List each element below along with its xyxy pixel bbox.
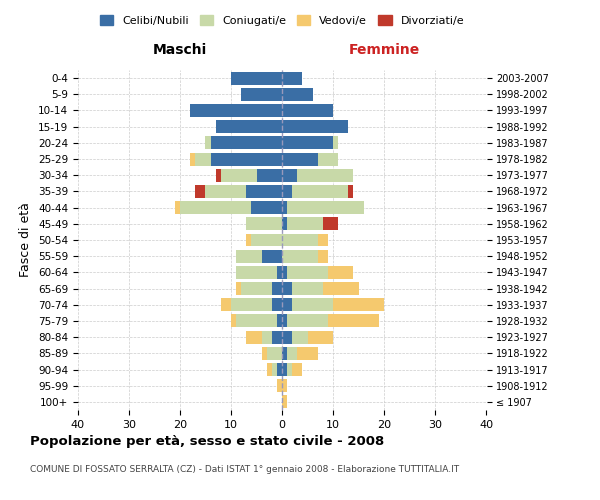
Bar [262, 330, 272, 344]
Bar [262, 347, 266, 360]
Bar [241, 88, 282, 101]
Bar [287, 201, 364, 214]
Bar [247, 330, 262, 344]
Bar [190, 152, 196, 166]
Bar [282, 88, 313, 101]
Bar [282, 314, 287, 328]
Bar [272, 298, 282, 311]
Bar [298, 347, 318, 360]
Bar [231, 314, 236, 328]
Bar [282, 250, 318, 262]
Bar [236, 250, 262, 262]
Bar [205, 185, 246, 198]
Bar [282, 298, 292, 311]
Bar [211, 136, 282, 149]
Bar [221, 169, 257, 181]
Bar [277, 363, 282, 376]
Bar [231, 72, 282, 85]
Bar [205, 136, 211, 149]
Bar [251, 234, 282, 246]
Bar [287, 314, 328, 328]
Bar [292, 298, 333, 311]
Bar [292, 363, 302, 376]
Y-axis label: Fasce di età: Fasce di età [19, 202, 32, 278]
Bar [292, 330, 308, 344]
Bar [257, 169, 282, 181]
Bar [272, 363, 277, 376]
Bar [282, 152, 318, 166]
Bar [282, 120, 348, 133]
Bar [272, 330, 282, 344]
Bar [282, 185, 292, 198]
Bar [221, 298, 231, 311]
Bar [287, 363, 292, 376]
Bar [241, 282, 272, 295]
Bar [323, 282, 359, 295]
Text: Popolazione per età, sesso e stato civile - 2008: Popolazione per età, sesso e stato civil… [30, 435, 384, 448]
Bar [231, 298, 272, 311]
Bar [318, 250, 328, 262]
Bar [287, 266, 328, 279]
Bar [282, 72, 302, 85]
Text: COMUNE DI FOSSATO SERRALTA (CZ) - Dati ISTAT 1° gennaio 2008 - Elaborazione TUTT: COMUNE DI FOSSATO SERRALTA (CZ) - Dati I… [30, 465, 459, 474]
Bar [328, 266, 353, 279]
Bar [318, 152, 338, 166]
Bar [282, 169, 298, 181]
Bar [180, 201, 251, 214]
Bar [236, 282, 241, 295]
Bar [287, 218, 323, 230]
Bar [292, 282, 323, 295]
Bar [282, 136, 333, 149]
Legend: Celibi/Nubili, Coniugati/e, Vedovi/e, Divorziati/e: Celibi/Nubili, Coniugati/e, Vedovi/e, Di… [95, 10, 469, 30]
Bar [282, 396, 287, 408]
Bar [277, 314, 282, 328]
Bar [236, 266, 277, 279]
Bar [328, 314, 379, 328]
Bar [318, 234, 328, 246]
Bar [323, 218, 338, 230]
Bar [282, 282, 292, 295]
Bar [175, 201, 180, 214]
Bar [272, 282, 282, 295]
Bar [246, 218, 282, 230]
Bar [308, 330, 333, 344]
Bar [277, 266, 282, 279]
Bar [282, 347, 287, 360]
Bar [262, 250, 282, 262]
Bar [236, 314, 277, 328]
Bar [282, 363, 287, 376]
Bar [348, 185, 353, 198]
Bar [251, 201, 282, 214]
Bar [282, 201, 287, 214]
Bar [266, 363, 272, 376]
Bar [211, 152, 282, 166]
Bar [282, 330, 292, 344]
Bar [246, 185, 282, 198]
Bar [277, 379, 282, 392]
Bar [195, 185, 205, 198]
Bar [190, 104, 282, 117]
Bar [216, 169, 221, 181]
Bar [282, 104, 333, 117]
Bar [333, 136, 338, 149]
Text: Maschi: Maschi [153, 43, 207, 57]
Bar [333, 298, 384, 311]
Bar [266, 347, 282, 360]
Bar [282, 266, 287, 279]
Bar [282, 218, 287, 230]
Bar [287, 347, 298, 360]
Bar [282, 379, 287, 392]
Bar [282, 234, 318, 246]
Bar [292, 185, 348, 198]
Text: Femmine: Femmine [349, 43, 419, 57]
Bar [216, 120, 282, 133]
Bar [298, 169, 353, 181]
Bar [195, 152, 211, 166]
Bar [246, 234, 251, 246]
